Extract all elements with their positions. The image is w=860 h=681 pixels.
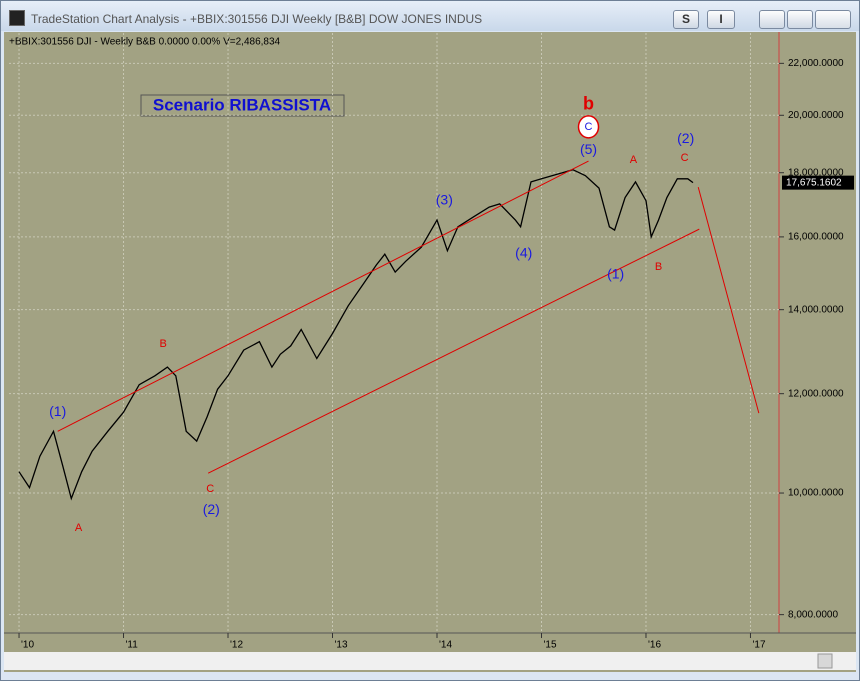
trend-line (697, 186, 760, 414)
wave-label: (2) (677, 130, 694, 146)
close-button[interactable] (815, 10, 851, 29)
last-price-label: 17,675.1602 (786, 177, 842, 188)
app-icon (9, 10, 25, 26)
wave-label: C (681, 152, 689, 164)
wave-label: (5) (580, 141, 597, 157)
trend-line (207, 228, 700, 474)
wave-label: A (630, 154, 638, 166)
x-tick-label: '12 (230, 640, 243, 651)
scrollbar-thumb[interactable] (817, 653, 833, 669)
scenario-box (140, 94, 345, 117)
y-tick-label: 18,000.0000 (788, 167, 844, 178)
style-button[interactable]: S (673, 10, 699, 29)
maximize-button[interactable] (787, 10, 813, 29)
trend-line (57, 160, 589, 432)
x-tick-label: '13 (335, 640, 348, 651)
y-tick-label: 14,000.0000 (788, 304, 844, 315)
minimize-button[interactable] (759, 10, 785, 29)
wave-label: B (655, 261, 662, 273)
price-line (18, 169, 694, 501)
wave-label: C (206, 483, 214, 495)
chart-background (4, 32, 856, 672)
wave-label: (1) (49, 403, 66, 419)
y-tick-label: 20,000.0000 (788, 110, 844, 121)
scenario-label: Scenario RIBASSISTA (153, 95, 331, 114)
window-title: TradeStation Chart Analysis - +BBIX:3015… (31, 12, 483, 26)
x-tick-label: '15 (543, 640, 556, 651)
x-tick-label: '10 (21, 640, 34, 651)
scrollbar[interactable] (4, 652, 856, 670)
wave-label: (2) (203, 501, 220, 517)
annotation-circle (577, 115, 600, 139)
x-tick-label: '17 (752, 640, 765, 651)
title-bar: TradeStation Chart Analysis - +BBIX:3015… (1, 1, 859, 31)
y-tick-label: 12,000.0000 (788, 388, 844, 399)
x-tick-label: '16 (648, 640, 661, 651)
wave-label: B (160, 338, 167, 350)
chart: +BBIX:301556 DJI - Weekly B&B 0.0000 0.0… (4, 32, 856, 672)
x-tick-label: '14 (439, 640, 452, 651)
wave-label: (1) (607, 266, 624, 282)
wave-label: (3) (436, 192, 453, 208)
y-tick-label: 10,000.0000 (788, 488, 844, 499)
wave-label: (4) (515, 245, 532, 261)
chart-subtitle: +BBIX:301556 DJI - Weekly B&B 0.0000 0.0… (9, 37, 281, 48)
insert-button[interactable]: I (707, 10, 735, 29)
wave-label: C (585, 121, 593, 133)
x-tick-label: '11 (126, 640, 139, 651)
y-tick-label: 8,000.0000 (788, 609, 838, 620)
last-price-box (782, 175, 854, 190)
wave-label: b (583, 93, 594, 113)
wave-label: A (75, 522, 83, 534)
y-tick-label: 16,000.0000 (788, 232, 844, 243)
y-tick-label: 22,000.0000 (788, 58, 844, 69)
